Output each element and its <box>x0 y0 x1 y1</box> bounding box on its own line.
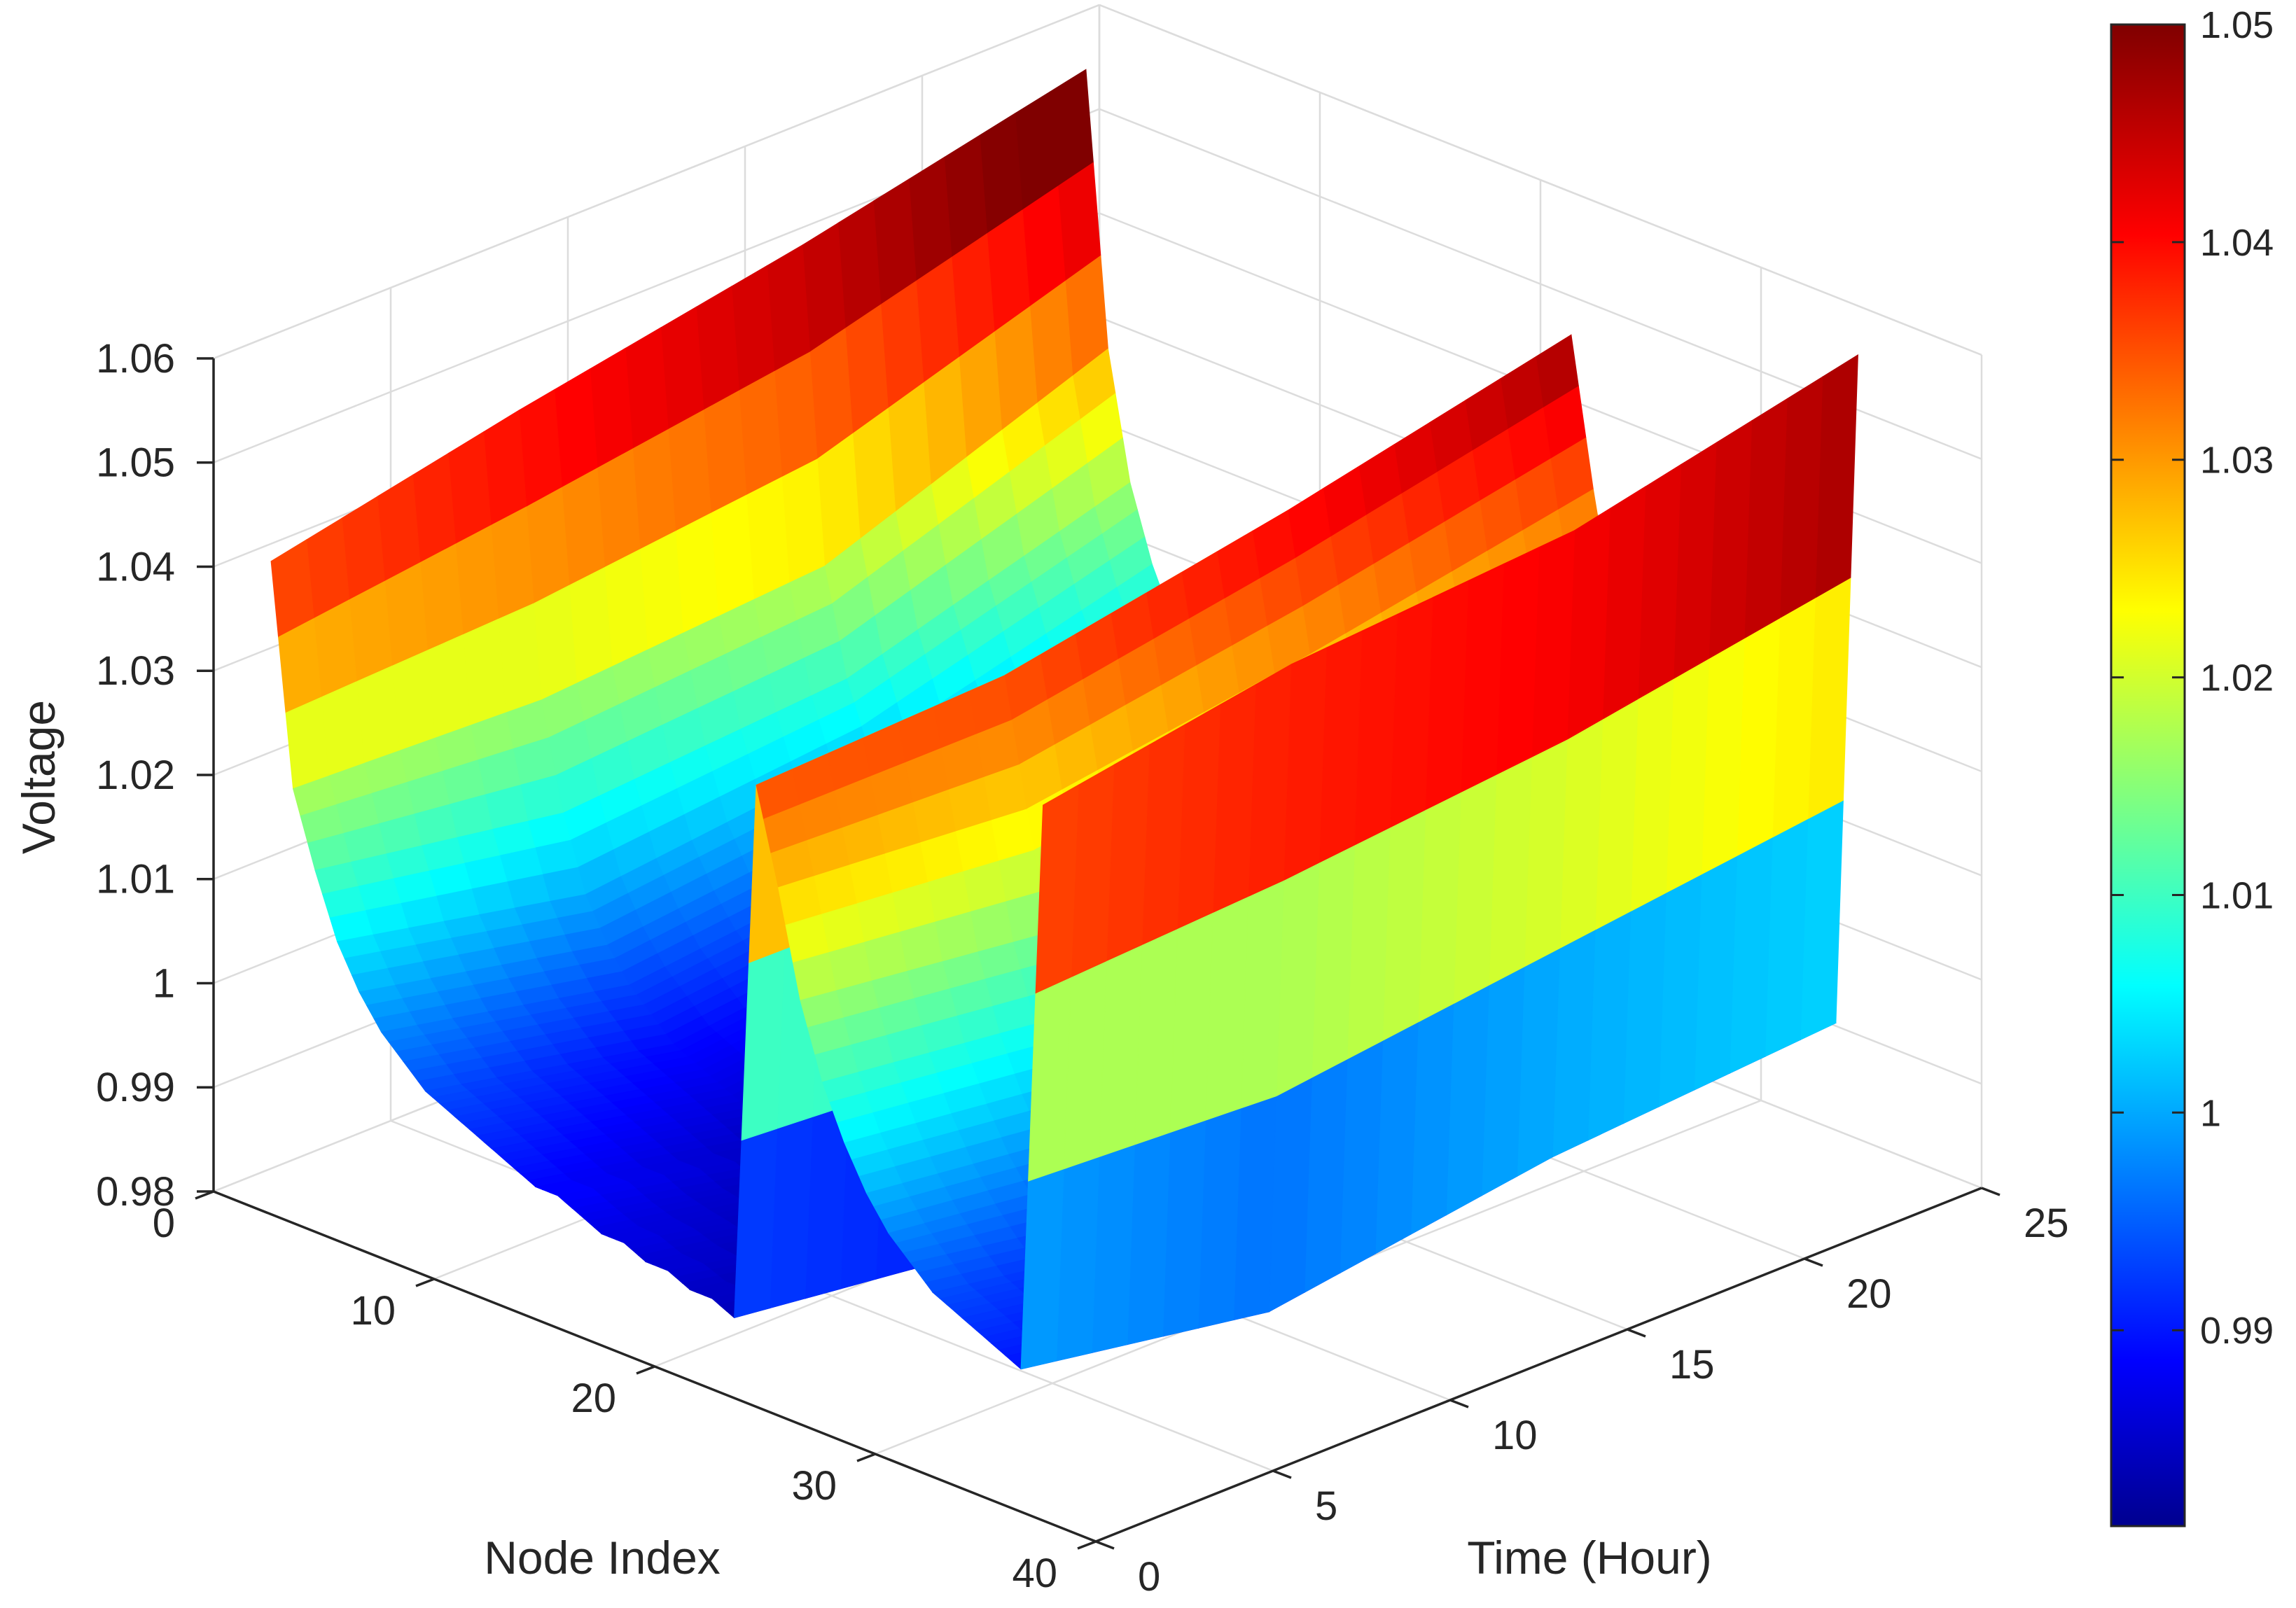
colorbar-tick-label: 1.04 <box>2200 222 2274 264</box>
z-tick-label: 1 <box>153 961 175 1007</box>
surface-patch <box>667 410 711 532</box>
x-tick-mark <box>1077 1540 1097 1550</box>
x-tick-mark <box>856 1453 876 1462</box>
y-tick-label: 0 <box>1138 1554 1160 1600</box>
z-tick-label: 0.98 <box>96 1169 175 1215</box>
surface-patch <box>604 549 648 668</box>
surface-patch <box>483 410 527 526</box>
colorbar: 0.99 1 1.01 1.02 1.03 1.04 1.05 <box>2110 4 2274 1527</box>
surface-patch <box>781 459 826 584</box>
y-tick-mark <box>1981 1187 2001 1196</box>
surface-patch <box>1020 1168 1064 1370</box>
surface-patch <box>766 244 811 372</box>
surface-patch <box>774 351 818 478</box>
y-tick-mark <box>1272 1469 1292 1479</box>
surface-patch <box>632 428 676 550</box>
colorbar-tick-label: 1 <box>2200 1092 2221 1134</box>
surface-patch <box>356 665 400 764</box>
surface-patch <box>419 543 464 651</box>
surface-patch <box>518 389 562 508</box>
surface-patch <box>498 603 542 713</box>
pane-edge <box>213 4 1100 360</box>
z-tick-label: 1.01 <box>96 857 175 902</box>
surface-patch <box>321 680 365 777</box>
y-tick-label: 15 <box>1669 1342 1715 1387</box>
z-tick-label: 1.05 <box>96 440 175 486</box>
surface-patch <box>426 634 471 739</box>
surface-patch <box>554 368 598 489</box>
surface-patch <box>462 618 506 726</box>
y-axis-title: Time (Hour) <box>1467 1532 1712 1583</box>
x-tick-label: 10 <box>350 1288 396 1334</box>
z-tick-label: 1.03 <box>96 648 175 694</box>
x-tick-label: 40 <box>1012 1551 1057 1596</box>
y-tick-mark <box>1804 1257 1823 1267</box>
x-axis-title: Node Index <box>484 1532 721 1583</box>
surface-patch <box>710 494 754 617</box>
colorbar-gradient <box>2110 23 2186 1527</box>
z-tick-label: 1.04 <box>96 545 175 590</box>
surface-patch <box>746 476 790 601</box>
surface-patch <box>738 370 783 496</box>
x-tick-mark <box>415 1278 435 1287</box>
y-axis-line <box>1095 1187 1982 1543</box>
surface-patch <box>734 1128 778 1319</box>
surface-patch <box>533 585 577 701</box>
x-tick-label: 20 <box>571 1376 616 1421</box>
x-tick-label: 0 <box>153 1201 175 1246</box>
colorbar-tick-label: 1.02 <box>2200 657 2274 699</box>
surface-patch <box>561 467 606 587</box>
surface-patch <box>695 286 739 411</box>
x-tick-mark <box>636 1365 655 1375</box>
surface-patch <box>412 452 457 564</box>
surface-patch <box>1035 784 1079 994</box>
surface-patch <box>455 524 499 636</box>
y-tick-mark <box>1449 1399 1469 1408</box>
surface-patch <box>447 431 492 545</box>
axes-layer: 0 10 20 30 40 0 5 10 15 20 25 0.98 0.99 1 1.01 1.02 1.03… <box>96 336 2068 1600</box>
y-tick-mark <box>1627 1328 1646 1338</box>
surface-patch <box>703 390 747 514</box>
y-tick-label: 10 <box>1492 1413 1538 1458</box>
surface-patch <box>285 697 329 790</box>
y-tick-label: 20 <box>1846 1271 1892 1317</box>
pane-edge <box>1099 4 1982 356</box>
colorbar-tick-label: 1.01 <box>2200 875 2274 917</box>
surface-patch <box>391 650 436 752</box>
surface-patch <box>526 487 570 604</box>
x-tick-label: 30 <box>791 1463 837 1509</box>
surface-patch <box>349 580 393 683</box>
z-tick-label: 1.02 <box>96 753 175 798</box>
colorbar-tick-label: 1.05 <box>2200 4 2274 46</box>
surface-patch <box>741 948 785 1141</box>
z-tick-label: 0.99 <box>96 1065 175 1110</box>
surface-patch <box>377 474 421 582</box>
surface-patch <box>490 506 534 620</box>
surface-patch <box>660 306 704 431</box>
surface-patch <box>589 347 634 469</box>
z-axis-title: Voltage <box>13 700 64 854</box>
surface-patch <box>639 531 683 651</box>
y-tick-label: 25 <box>2024 1201 2069 1246</box>
colorbar-tick-label: 1.03 <box>2200 440 2274 482</box>
z-tick-label: 1.06 <box>96 336 175 382</box>
surface-patch <box>731 265 775 392</box>
surface-layer <box>270 69 1858 1370</box>
surface-patch <box>675 512 719 634</box>
surface-patch <box>384 562 429 667</box>
surface-patch <box>569 566 613 684</box>
y-tick-mark <box>1095 1540 1115 1550</box>
surface-patch <box>625 327 669 450</box>
surface-patch <box>597 448 641 568</box>
y-tick-label: 5 <box>1315 1483 1337 1529</box>
colorbar-tick-label: 0.99 <box>2200 1310 2274 1352</box>
colorbar-ticks: 0.99 1 1.01 1.02 1.03 1.04 1.05 <box>2111 4 2274 1352</box>
